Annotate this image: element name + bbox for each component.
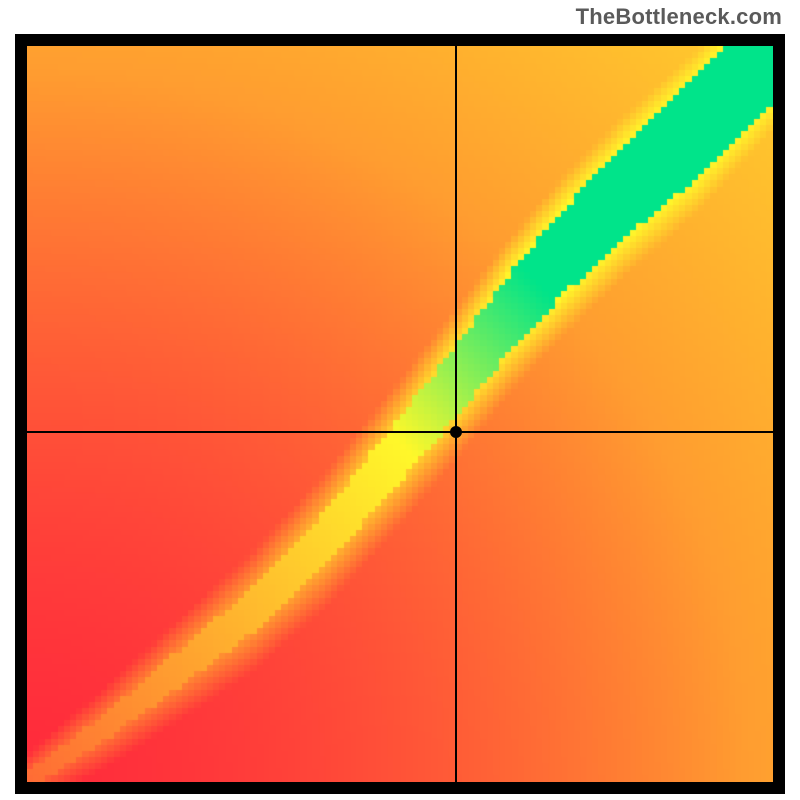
- figure-root: TheBottleneck.com: [0, 0, 800, 800]
- bottleneck-heatmap: [27, 46, 773, 782]
- watermark-text: TheBottleneck.com: [576, 4, 782, 30]
- selection-marker: [450, 426, 462, 438]
- crosshair-vertical: [455, 46, 457, 782]
- crosshair-horizontal: [27, 431, 773, 433]
